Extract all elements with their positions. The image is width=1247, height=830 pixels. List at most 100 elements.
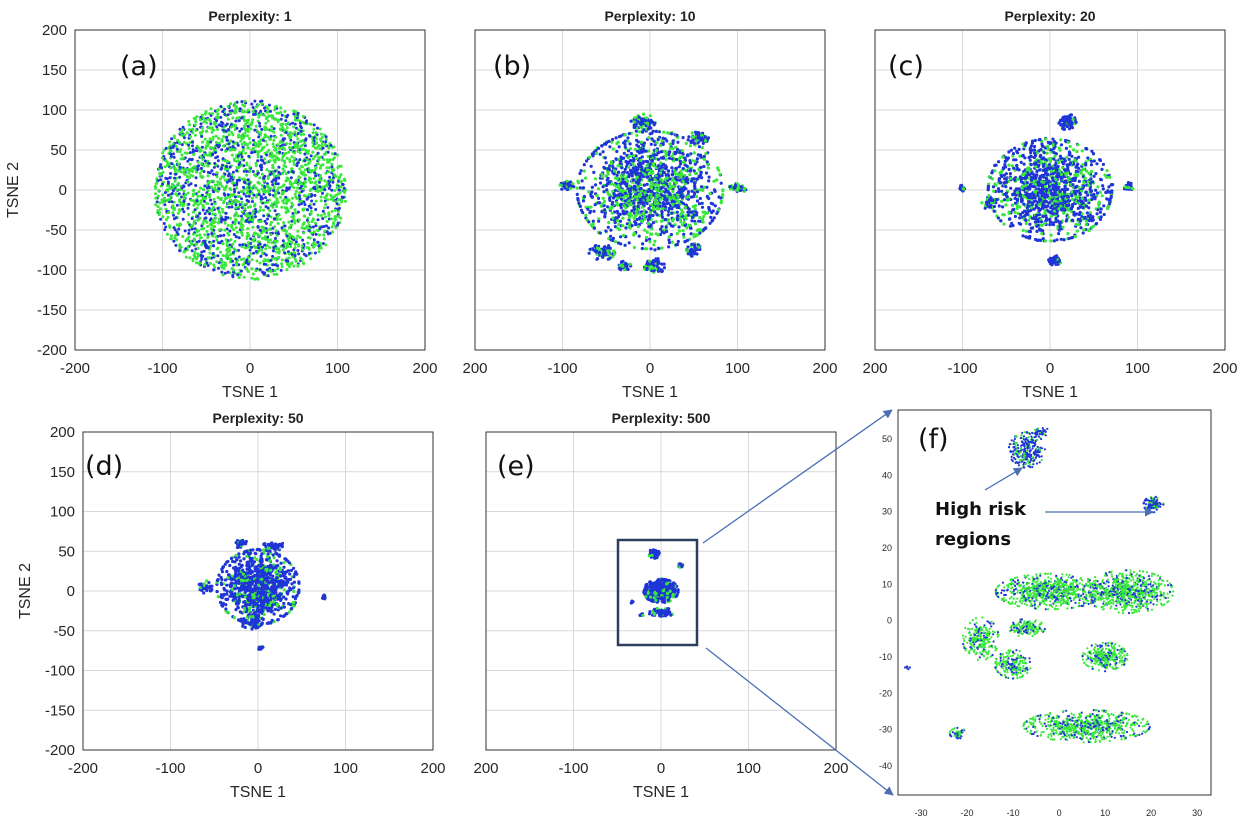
data-point bbox=[250, 196, 254, 200]
data-point bbox=[253, 150, 257, 154]
data-point bbox=[340, 198, 344, 202]
data-point bbox=[258, 261, 262, 265]
data-point bbox=[263, 106, 266, 110]
data-point bbox=[240, 197, 243, 201]
data-point bbox=[281, 248, 285, 252]
data-point bbox=[194, 120, 198, 124]
data-point bbox=[594, 148, 598, 153]
data-point bbox=[670, 211, 674, 215]
data-point bbox=[217, 261, 221, 265]
data-point bbox=[282, 159, 286, 163]
data-point bbox=[682, 186, 686, 190]
data-point bbox=[299, 144, 303, 148]
data-point bbox=[257, 131, 261, 134]
data-point bbox=[623, 243, 627, 247]
data-point bbox=[280, 258, 284, 262]
data-point bbox=[223, 271, 227, 275]
data-point bbox=[653, 239, 657, 243]
data-point bbox=[623, 199, 627, 203]
data-point bbox=[203, 159, 207, 163]
data-point bbox=[635, 133, 639, 137]
data-point bbox=[256, 155, 260, 159]
data-point bbox=[303, 159, 307, 163]
data-point bbox=[639, 171, 643, 175]
data-point bbox=[210, 185, 214, 189]
data-point bbox=[690, 131, 694, 135]
data-point bbox=[234, 257, 238, 261]
data-point bbox=[578, 186, 583, 190]
y-tick-label: -150 bbox=[37, 302, 67, 319]
data-point bbox=[193, 253, 197, 257]
data-point bbox=[653, 248, 657, 252]
data-point bbox=[664, 152, 668, 156]
data-point bbox=[665, 229, 669, 234]
data-point bbox=[638, 187, 642, 191]
data-point bbox=[645, 230, 649, 234]
data-point bbox=[286, 241, 290, 245]
data-point bbox=[183, 168, 187, 172]
data-point bbox=[212, 244, 216, 248]
data-point bbox=[303, 168, 307, 172]
data-point bbox=[242, 180, 246, 184]
data-point bbox=[693, 222, 698, 226]
data-point bbox=[258, 268, 262, 272]
data-point bbox=[322, 225, 326, 228]
data-point bbox=[269, 172, 273, 175]
data-point bbox=[231, 133, 235, 137]
data-point bbox=[676, 172, 680, 176]
data-point bbox=[330, 217, 334, 221]
data-point bbox=[169, 194, 173, 198]
data-point bbox=[275, 151, 279, 155]
data-point bbox=[277, 186, 281, 190]
data-point bbox=[172, 208, 176, 212]
data-point bbox=[647, 136, 651, 140]
data-point bbox=[241, 263, 245, 267]
data-point bbox=[213, 202, 217, 206]
data-point bbox=[257, 135, 261, 139]
data-point bbox=[331, 158, 335, 161]
data-point bbox=[310, 180, 314, 184]
data-point bbox=[174, 192, 178, 196]
data-point bbox=[247, 154, 251, 158]
data-point bbox=[215, 247, 219, 251]
data-point bbox=[236, 230, 239, 234]
data-point bbox=[639, 165, 644, 169]
data-point bbox=[295, 141, 299, 145]
data-point bbox=[203, 212, 207, 216]
data-point bbox=[742, 187, 746, 191]
data-point bbox=[581, 186, 586, 190]
data-point bbox=[189, 182, 193, 186]
data-point bbox=[1064, 146, 1068, 150]
data-point bbox=[243, 207, 247, 211]
data-point bbox=[216, 159, 220, 163]
data-point bbox=[169, 149, 173, 153]
data-point bbox=[315, 162, 319, 166]
data-point bbox=[312, 238, 316, 242]
data-point bbox=[321, 191, 324, 195]
data-point bbox=[675, 210, 679, 214]
data-point bbox=[274, 240, 278, 244]
data-point bbox=[177, 181, 180, 185]
data-point bbox=[220, 166, 224, 170]
data-point bbox=[213, 266, 217, 269]
data-point bbox=[641, 144, 645, 148]
data-point bbox=[681, 136, 685, 140]
data-point bbox=[292, 112, 296, 116]
data-point bbox=[648, 162, 652, 166]
data-point bbox=[611, 137, 615, 142]
y-tick-label: -100 bbox=[37, 262, 67, 279]
data-point bbox=[279, 133, 283, 137]
data-point bbox=[226, 250, 230, 253]
data-point bbox=[249, 252, 253, 256]
data-point bbox=[603, 156, 607, 160]
data-point bbox=[332, 221, 336, 225]
data-point bbox=[215, 109, 219, 113]
data-point bbox=[644, 238, 649, 242]
data-point bbox=[650, 195, 654, 199]
data-point bbox=[316, 126, 319, 130]
data-point bbox=[246, 124, 250, 128]
data-point bbox=[216, 221, 220, 225]
data-point bbox=[200, 227, 204, 231]
data-point bbox=[719, 181, 723, 185]
data-point bbox=[594, 151, 599, 155]
